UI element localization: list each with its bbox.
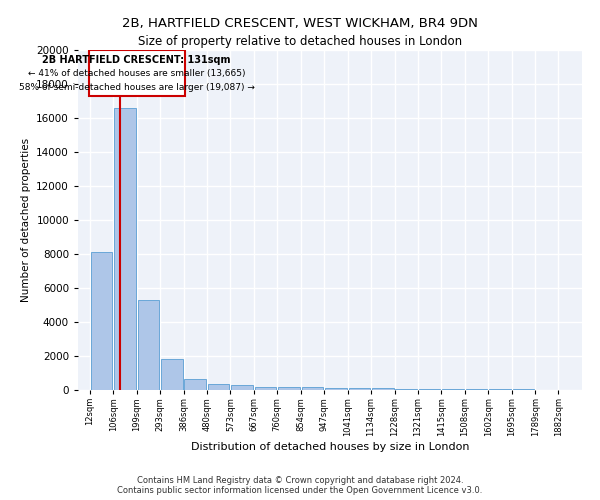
Bar bbox=[395, 389, 417, 390]
Bar bbox=[232, 386, 253, 390]
Bar bbox=[442, 389, 464, 390]
Bar bbox=[184, 379, 206, 390]
Bar bbox=[114, 108, 136, 390]
Text: Contains HM Land Registry data © Crown copyright and database right 2024.
Contai: Contains HM Land Registry data © Crown c… bbox=[118, 476, 482, 495]
Bar bbox=[208, 384, 229, 390]
Y-axis label: Number of detached properties: Number of detached properties bbox=[20, 138, 31, 302]
Text: 58% of semi-detached houses are larger (19,087) →: 58% of semi-detached houses are larger (… bbox=[19, 83, 254, 92]
Bar bbox=[255, 386, 277, 390]
Bar bbox=[372, 388, 394, 390]
Bar bbox=[89, 50, 185, 96]
Text: ← 41% of detached houses are smaller (13,665): ← 41% of detached houses are smaller (13… bbox=[28, 70, 245, 78]
X-axis label: Distribution of detached houses by size in London: Distribution of detached houses by size … bbox=[191, 442, 469, 452]
Bar bbox=[349, 388, 370, 390]
Bar bbox=[91, 252, 112, 390]
Text: 2B HARTFIELD CRESCENT: 131sqm: 2B HARTFIELD CRESCENT: 131sqm bbox=[43, 55, 231, 65]
Bar bbox=[302, 388, 323, 390]
Text: Size of property relative to detached houses in London: Size of property relative to detached ho… bbox=[138, 35, 462, 48]
Bar bbox=[278, 387, 300, 390]
Bar bbox=[161, 358, 182, 390]
Text: 2B, HARTFIELD CRESCENT, WEST WICKHAM, BR4 9DN: 2B, HARTFIELD CRESCENT, WEST WICKHAM, BR… bbox=[122, 18, 478, 30]
Bar bbox=[325, 388, 347, 390]
Bar bbox=[419, 389, 440, 390]
Bar bbox=[137, 300, 159, 390]
